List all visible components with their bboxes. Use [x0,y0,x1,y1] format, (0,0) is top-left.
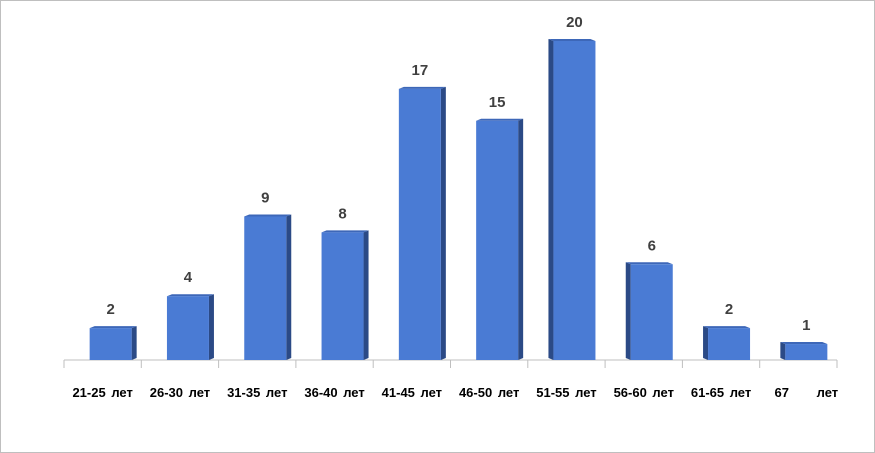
bar-top [476,118,524,121]
bar-group [244,214,292,360]
bar-top [625,262,673,265]
x-tick-label: 56-60 лет [613,385,674,400]
bar-top [244,214,292,217]
bar-group [321,230,369,360]
x-tick-label: 26-30 лет [149,385,211,400]
value-label: 4 [184,269,193,286]
bar-side [780,342,786,360]
value-label: 2 [106,301,114,318]
bar-group [89,326,137,360]
x-tick-label: 41-45 лет [381,385,443,400]
bar [244,216,287,360]
bar [630,264,673,360]
bar-side [518,118,524,360]
bar-side [703,326,709,360]
value-label: 2 [725,301,733,318]
bar-group [476,118,524,360]
x-tick-label: 21-25 лет [72,385,133,400]
bar-group [548,39,596,360]
bar-group [703,326,751,360]
x-tick-label: 67 лет [774,385,839,400]
x-tick-label: 61-65 лет [690,385,752,400]
bar-top [321,230,369,233]
bar [785,344,828,360]
bar-group [398,86,446,360]
bar-group [625,262,673,360]
bar-side [440,86,446,360]
bar [708,328,751,360]
x-tick-label: 46-50 лет [458,385,520,400]
bar-side [286,214,292,360]
x-tick-label: 36-40 лет [304,385,365,400]
bar-group [166,294,214,360]
bar [476,120,519,360]
bar-side [625,262,631,360]
bar-top [89,326,137,329]
value-label: 9 [261,189,269,206]
bar-top [780,342,828,345]
x-tick-label: 51-55 лет [536,385,597,400]
bar-top [548,39,596,41]
bar-side [208,294,214,360]
bar-group [780,342,828,360]
bar-top [398,86,446,89]
bar [321,232,364,360]
bar-top [166,294,214,297]
value-label: 15 [489,94,506,111]
bar [89,328,132,360]
x-tick-label: 31-35 лет [227,385,288,400]
bar-side [363,230,369,360]
bar-side [548,39,554,360]
bar [553,41,596,360]
bar [398,88,441,360]
value-label: 6 [648,237,656,254]
bar [166,296,209,360]
bar-side [131,326,137,360]
value-label: 20 [566,14,583,31]
value-label: 17 [412,62,429,79]
value-label: 8 [338,205,346,222]
bar-top [703,326,751,329]
value-label: 1 [802,317,810,334]
